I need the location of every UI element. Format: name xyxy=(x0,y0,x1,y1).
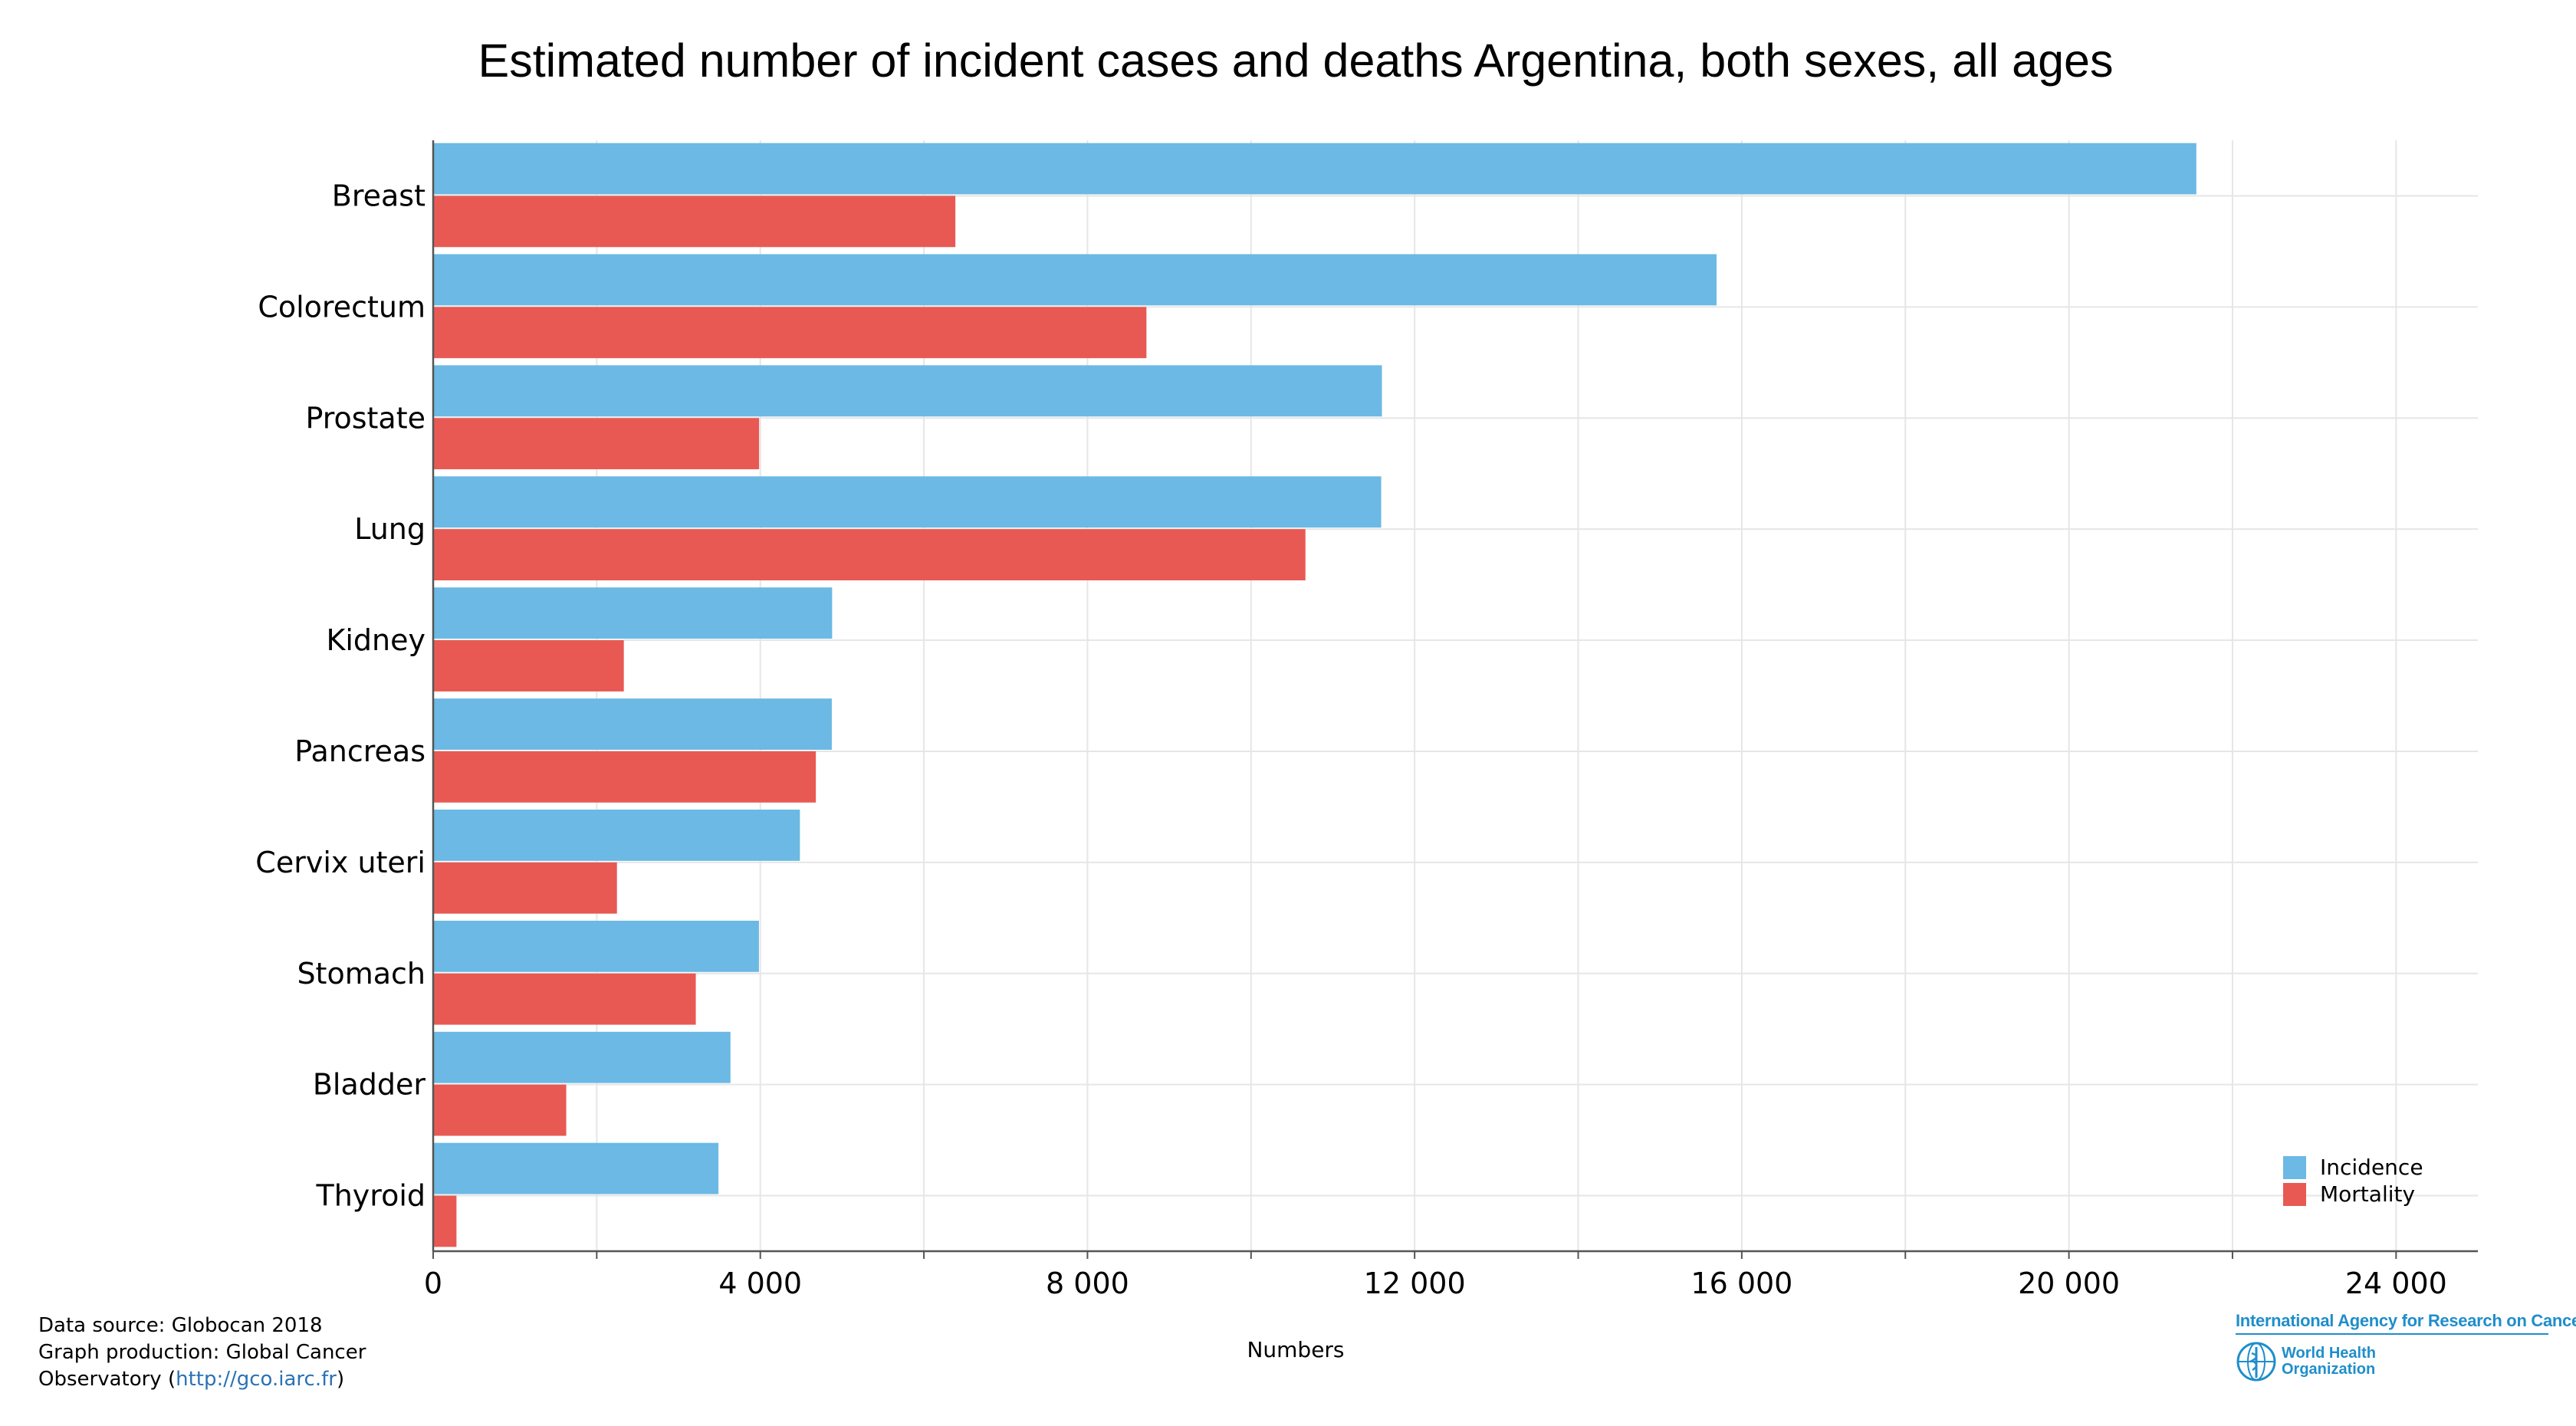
bar-mortality-colorectum xyxy=(433,307,1147,359)
gco-link[interactable]: http://gco.iarc.fr xyxy=(176,1368,337,1391)
x-tick-label: 24 000 xyxy=(2345,1267,2447,1300)
who-line1: World Health xyxy=(2282,1345,2376,1362)
bar-incidence-breast xyxy=(433,143,2196,195)
footer-observatory: Observatory (http://gco.iarc.fr) xyxy=(38,1366,366,1393)
tick-labels: 0 4 000 8 000 12 000 16 000 20 000 24 000 xyxy=(424,1267,2447,1300)
footer-data-source: Data source: Globocan 2018 xyxy=(38,1314,323,1337)
bar-incidence-kidney xyxy=(433,587,833,639)
bar-incidence-pancreas xyxy=(433,698,832,750)
category-label: Breast xyxy=(332,179,426,212)
x-tick-label: 16 000 xyxy=(1691,1267,1792,1300)
category-label: Prostate xyxy=(305,401,426,435)
category-label: Lung xyxy=(354,512,426,546)
bar-incidence-colorectum xyxy=(433,254,1717,306)
bar-mortality-bladder xyxy=(433,1084,567,1136)
iarc-who-logo: International Agency for Research on Can… xyxy=(2236,1311,2576,1395)
category-label: Cervix uteri xyxy=(255,846,426,879)
bar-mortality-prostate xyxy=(433,418,760,470)
category-label: Kidney xyxy=(326,623,426,657)
bar-mortality-pancreas xyxy=(433,751,816,803)
bar-mortality-breast xyxy=(433,196,956,248)
x-tick-label: 12 000 xyxy=(1364,1267,1466,1300)
x-tick-label: 0 xyxy=(424,1267,442,1300)
who-emblem-icon xyxy=(2236,1342,2276,1382)
bars xyxy=(433,143,2196,1247)
category-labels: Breast Colorectum Prostate Lung Kidney Pancre… xyxy=(255,179,426,1212)
bar-incidence-cervix-uteri xyxy=(433,810,800,861)
bar-mortality-thyroid xyxy=(433,1195,457,1247)
bar-incidence-prostate xyxy=(433,365,1382,417)
legend-swatch-incidence xyxy=(2283,1156,2306,1179)
bar-mortality-cervix-uteri xyxy=(433,862,617,914)
x-tick-label: 4 000 xyxy=(718,1267,802,1300)
iarc-logo-text: International Agency for Research on Can… xyxy=(2236,1311,2576,1330)
footer-observatory-suffix: ) xyxy=(336,1368,345,1391)
bar-incidence-stomach xyxy=(433,920,759,972)
category-label: Bladder xyxy=(313,1068,426,1102)
bar-incidence-lung xyxy=(433,476,1382,528)
grid xyxy=(433,140,2478,1251)
axes xyxy=(432,140,2478,1259)
who-logo: World Health Organization xyxy=(2236,1341,2548,1382)
category-label: Stomach xyxy=(297,957,426,991)
bar-mortality-stomach xyxy=(433,973,696,1025)
who-line2: Organization xyxy=(2282,1361,2376,1378)
bar-mortality-lung xyxy=(433,529,1306,580)
category-label: Colorectum xyxy=(258,290,426,324)
logo-divider xyxy=(2236,1333,2548,1335)
bar-mortality-kidney xyxy=(433,640,624,692)
who-text: World Health Organization xyxy=(2282,1346,2376,1378)
legend-label-incidence: Incidence xyxy=(2320,1155,2423,1180)
x-axis-title: Numbers xyxy=(1247,1337,1344,1362)
x-tick-label: 20 000 xyxy=(2018,1267,2120,1300)
bar-incidence-bladder xyxy=(433,1031,731,1083)
legend-swatch-mortality xyxy=(2283,1183,2306,1206)
x-tick-label: 8 000 xyxy=(1046,1267,1129,1300)
bar-incidence-thyroid xyxy=(433,1142,719,1194)
category-label: Pancreas xyxy=(294,734,426,768)
legend-label-mortality: Mortality xyxy=(2320,1181,2415,1207)
footer: Data source: Globocan 2018 Graph product… xyxy=(38,1313,366,1393)
footer-graph-production: Graph production: Global Cancer xyxy=(38,1341,366,1364)
category-label: Thyroid xyxy=(316,1179,426,1213)
footer-observatory-prefix: Observatory ( xyxy=(38,1368,176,1391)
chart-title: Estimated number of incident cases and d… xyxy=(478,34,2114,87)
